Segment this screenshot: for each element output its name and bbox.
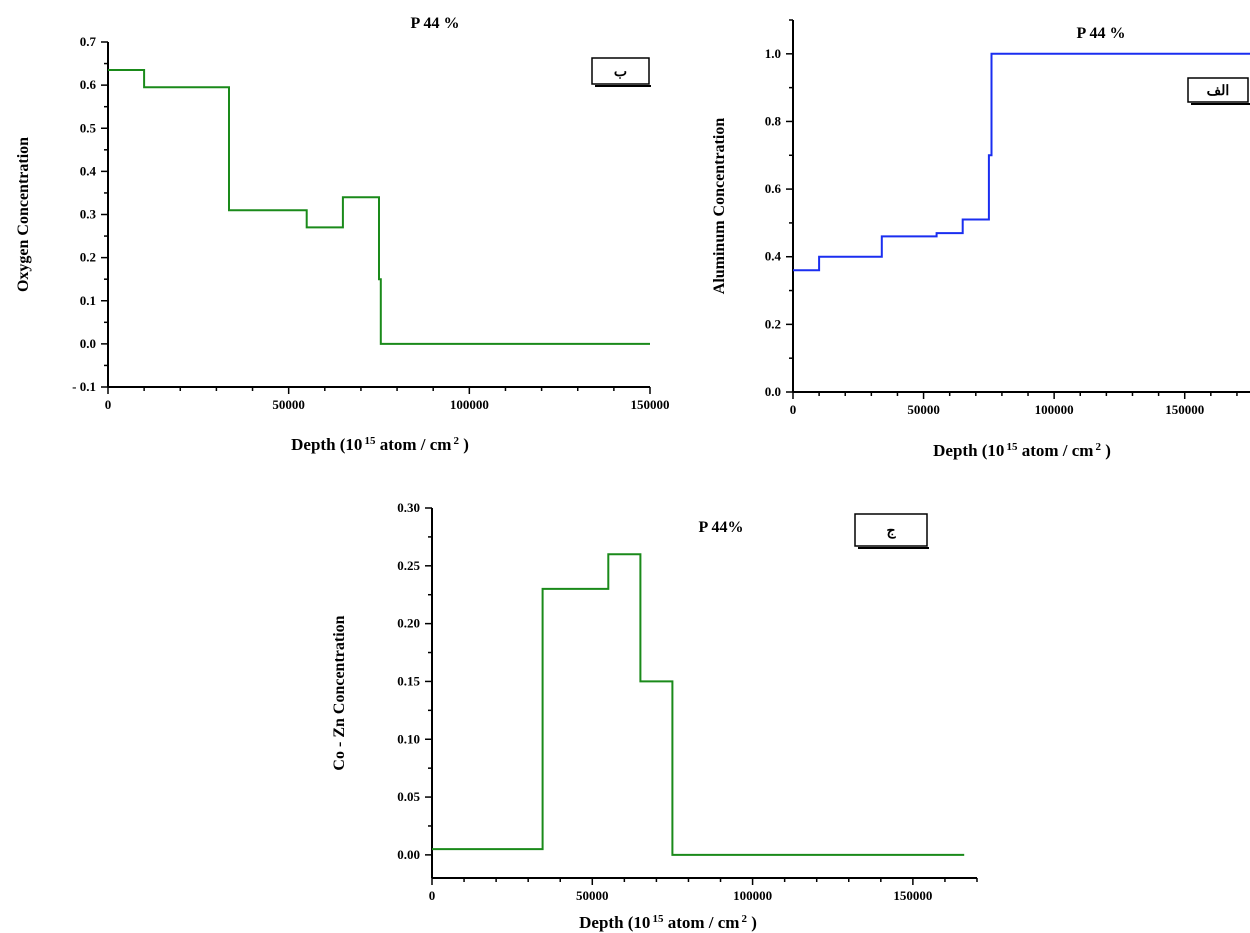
y-tick-label: 0.6 — [80, 77, 97, 92]
x-axis-label-part: ) — [459, 435, 469, 454]
badge-label: ب — [614, 65, 627, 80]
data-series-line — [793, 52, 1250, 272]
chart-title: P 44% — [699, 519, 744, 536]
badge-label: الف — [1207, 84, 1230, 99]
y-tick-label: 0.3 — [80, 207, 97, 222]
badge-box — [854, 513, 928, 547]
panel-badge: ج — [854, 513, 929, 549]
y-tick-label: 0.2 — [80, 250, 96, 265]
x-axis-label-superscript: 2 — [1095, 441, 1101, 453]
panel-badge: الف — [1187, 77, 1250, 105]
x-tick-label: 150000 — [631, 397, 670, 412]
oxygen-chart: 0 50000 100000 150000 - 0.1 0.0 0.1 0.2 0.3 0.4 0.… — [15, 15, 670, 454]
y-tick-label: 0.8 — [765, 113, 782, 128]
x-tick-label: 0 — [429, 888, 436, 903]
x-axis-label-superscript: 15 — [652, 913, 664, 925]
y-tick-label: 0.05 — [397, 789, 420, 804]
x-axis-label-part: Depth (10 — [291, 435, 362, 454]
y-tick-label: 0.15 — [397, 673, 420, 688]
y-tick-label: 0.6 — [765, 181, 782, 196]
y-tick-label: 0.1 — [80, 293, 96, 308]
y-tick-label: 0.7 — [80, 34, 97, 49]
y-tick-label: - 0.1 — [72, 379, 96, 394]
co-zn-chart: 0 50000 100000 150000 0.00 0.05 0.10 0.15 0.20 0.… — [331, 500, 978, 932]
x-axis-label: Depth (10 15 atom / cm 2 ) — [579, 913, 757, 932]
x-axis-label-part: atom / cm — [1017, 441, 1093, 460]
x-axis-label-part: ) — [1101, 441, 1111, 460]
x-axis-label-part: Depth (10 — [579, 913, 650, 932]
x-axis-label-superscript: 2 — [741, 913, 747, 925]
x-axis-label-part: Depth (10 — [933, 441, 1004, 460]
x-tick-label: 0 — [105, 397, 112, 412]
x-tick-label: 50000 — [272, 397, 305, 412]
badge-box — [1187, 77, 1249, 103]
x-axis-label-superscript: 15 — [1006, 441, 1018, 453]
x-tick-label: 50000 — [907, 402, 940, 417]
x-axis-label-superscript: 15 — [364, 435, 376, 447]
x-tick-label: 100000 — [1035, 402, 1074, 417]
chart-title: P 44 % — [411, 15, 460, 32]
y-tick-label: 0.2 — [765, 316, 781, 331]
badge-box — [591, 57, 650, 85]
y-tick-label: 0.20 — [397, 616, 420, 631]
x-tick-label: 0 — [790, 402, 797, 417]
y-tick-label: 0.00 — [397, 847, 420, 862]
y-tick-label: 0.10 — [397, 731, 420, 746]
x-axis-label-part: atom / cm — [663, 913, 739, 932]
aluminum-chart: 0 50000 100000 150000 0.0 0.2 0.4 0.6 0.8 1.0 P 44… — [711, 19, 1250, 460]
y-tick-label: 0.4 — [80, 163, 97, 178]
y-tick-label: 0.30 — [397, 500, 420, 515]
x-tick-label: 150000 — [1165, 402, 1204, 417]
y-tick-label: 0.5 — [80, 120, 97, 135]
x-axis-label-part: ) — [747, 913, 757, 932]
data-series-line — [432, 553, 965, 856]
y-tick-label: 1.0 — [765, 46, 781, 61]
x-axis-label: Depth (10 15 atom / cm 2 ) — [933, 441, 1111, 460]
panel-badge: ب — [591, 57, 651, 87]
y-axis-label: Oxygen Concentration — [15, 137, 32, 292]
badge-label: ج — [886, 524, 896, 539]
chart-title: P 44 % — [1077, 25, 1126, 42]
x-tick-label: 50000 — [576, 888, 609, 903]
y-tick-label: 0.4 — [765, 249, 782, 264]
y-tick-label: 0.0 — [765, 384, 781, 399]
x-axis-label: Depth (10 15 atom / cm 2 ) — [291, 435, 469, 454]
x-axis-label-superscript: 2 — [453, 435, 459, 447]
y-axis-label: Co - Zn Concentration — [331, 615, 348, 770]
data-series-line — [108, 69, 650, 345]
x-axis-label-part: atom / cm — [375, 435, 451, 454]
x-tick-label: 100000 — [450, 397, 489, 412]
y-tick-label: 0.0 — [80, 336, 96, 351]
x-tick-label: 100000 — [733, 888, 772, 903]
y-axis-label: Aluminum Concentration — [711, 118, 728, 295]
x-tick-label: 150000 — [893, 888, 932, 903]
y-tick-label: 0.25 — [397, 558, 420, 573]
